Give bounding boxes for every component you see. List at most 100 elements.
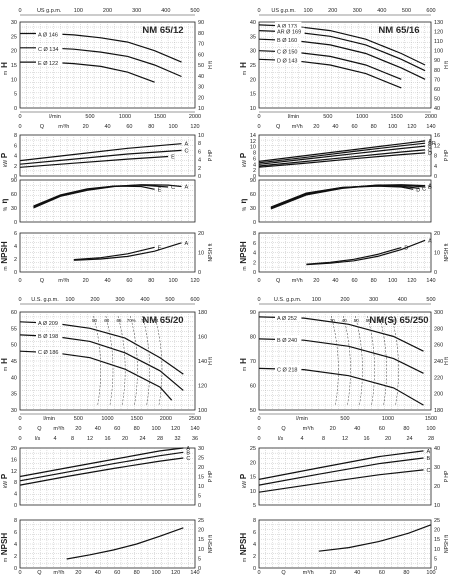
lps-tick-label: 16 [104, 436, 110, 442]
gpm-tick-label: 400 [161, 8, 170, 14]
series-label: A [428, 184, 432, 190]
y-right-tick-label: 20 [198, 528, 204, 534]
gpm-tick-label: 100 [74, 8, 83, 14]
q-tick-label: 60 [126, 124, 132, 130]
lmin-tick-label: 2000 [189, 114, 201, 120]
y-tick-label: 5 [14, 92, 17, 98]
lmin-tick-label: 2000 [425, 114, 437, 120]
y-tick-label: 2 [253, 260, 256, 266]
y-right-tick-label: 30 [198, 446, 204, 452]
q-tick-label: m³/h [58, 124, 69, 130]
q-bottom-tick-label: m³/h [292, 278, 303, 284]
y-right-tick-label: 130 [434, 20, 443, 26]
series-label: B [427, 456, 431, 462]
series-line [19, 457, 184, 486]
y-tick-label: 4 [253, 162, 256, 168]
series-label-bg [36, 30, 63, 38]
series-line [73, 242, 182, 261]
q-tick-label: 20 [330, 426, 336, 432]
series-line [258, 145, 426, 165]
y-right-tick-label: 200 [434, 392, 443, 398]
q-bottom-tick-label: 100 [152, 570, 161, 576]
y-axis-unit: m [242, 367, 248, 371]
y-axis-label: P [239, 152, 248, 158]
series-label: C Ø 186 [38, 350, 58, 356]
y-right-tick-label: 0 [434, 566, 437, 572]
y-tick-label: 20 [11, 49, 17, 55]
gpm-tick-label: 400 [398, 297, 407, 303]
series-label-bg [275, 47, 302, 55]
y-right-tick-label: 10 [434, 547, 440, 553]
y-right-tick-label: 5 [434, 556, 437, 562]
gpm-tick-label: 300 [115, 297, 124, 303]
y-tick-label: 20 [250, 460, 256, 466]
y-tick-label: 2 [14, 164, 17, 170]
series-label-bg [36, 331, 63, 339]
series-label: A Ø 252 [277, 316, 297, 322]
gpm-tick-label: 500 [426, 297, 435, 303]
y-axis-label: NPSH [0, 241, 9, 263]
y-tick-label: 10 [250, 106, 256, 112]
series-label-bg [275, 21, 302, 29]
series-line [33, 185, 155, 207]
lmin-tick-label: 2000 [160, 416, 172, 422]
q-tick-label: 120 [171, 426, 180, 432]
y-tick-label: 0 [14, 106, 17, 112]
y-tick-label: 2 [14, 257, 17, 263]
series-label: C [422, 186, 426, 192]
gpm-tick-label: 100 [304, 8, 313, 14]
q-tick-label: 140 [426, 124, 435, 130]
y-axis-label: H [0, 62, 9, 68]
series-label: A [185, 241, 189, 247]
y-right-tick-label: 0 [198, 174, 201, 180]
q-bottom-tick-label: 20 [83, 278, 89, 284]
series-label: D [416, 187, 420, 193]
gpm-tick-label: 0 [18, 297, 21, 303]
series-label-bg [275, 56, 302, 64]
gpm-tick-label: 100 [312, 297, 321, 303]
y-axis-label: H [0, 358, 9, 364]
q-tick-label: Q [276, 124, 281, 130]
series-label: A Ø 173 [277, 24, 297, 30]
y-tick-label: 2 [14, 554, 17, 560]
lps-tick-label: 28 [157, 436, 163, 442]
lmin-tick-label: 1000 [119, 114, 131, 120]
lps-tick-label: 4 [300, 436, 303, 442]
series-label: C [171, 185, 175, 191]
panel-p: 5 10 15 20 25 10 20 30 40 PkW P HP ABC [239, 446, 450, 509]
y-right-axis-label: P HP [208, 149, 214, 161]
series-label: A [428, 139, 432, 145]
y-tick-label: 70 [250, 359, 256, 365]
series-label: A [185, 142, 189, 148]
q-tick-label: 40 [104, 124, 110, 130]
y-right-tick-label: 140 [198, 359, 207, 365]
y-tick-label: 0 [14, 566, 17, 572]
y-tick-label: 0 [253, 566, 256, 572]
lps-tick-label: 8 [71, 436, 74, 442]
series-line [270, 184, 426, 210]
y-axis-unit: m [3, 266, 9, 270]
y-tick-label: 0 [253, 220, 256, 226]
q-tick-label: 40 [354, 426, 360, 432]
q-bottom-tick-label: 0 [257, 570, 260, 576]
y-tick-label: 25 [11, 34, 17, 40]
gpm-tick-label: 500 [402, 8, 411, 14]
series-label: E [158, 187, 162, 193]
series-label: B [428, 185, 432, 191]
y-right-tick-label: 280 [434, 326, 443, 332]
q-tick-label: 60 [379, 426, 385, 432]
y-right-tick-label: 90 [434, 58, 440, 64]
y-tick-label: 16 [11, 457, 17, 463]
y-tick-label: 2 [253, 168, 256, 174]
lmin-tick-label: 500 [74, 416, 83, 422]
gpm-tick-label: 500 [190, 8, 199, 14]
y-tick-label: 6 [14, 530, 17, 536]
y-right-tick-label: 25 [198, 518, 204, 524]
y-axis-label: P [239, 473, 248, 479]
lps-tick-label: 24 [406, 436, 412, 442]
y-tick-label: 30 [250, 49, 256, 55]
y-axis-label: H [239, 358, 248, 364]
model-title-bg [369, 313, 429, 325]
q-tick-label: 0 [257, 426, 260, 432]
y-axis-label: P [0, 473, 9, 479]
